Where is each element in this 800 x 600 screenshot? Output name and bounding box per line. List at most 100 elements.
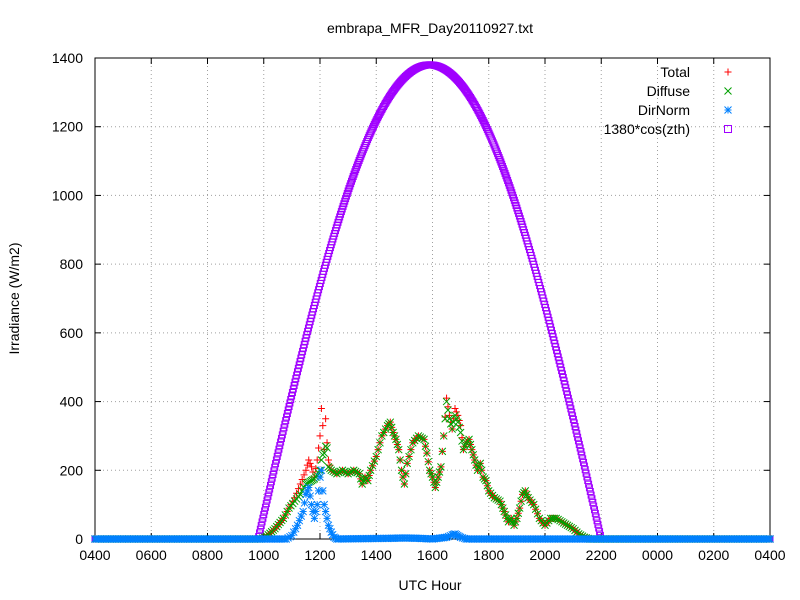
data-point (302, 490, 310, 499)
data-point (567, 523, 576, 532)
data-point (465, 435, 473, 444)
data-point (318, 487, 327, 495)
y-tick-label: 400 (60, 394, 84, 410)
data-point (496, 156, 504, 164)
data-point (591, 506, 598, 514)
data-point (444, 406, 452, 415)
data-point (588, 495, 596, 503)
data-point (439, 432, 448, 440)
data-point (565, 398, 573, 406)
data-point (469, 450, 478, 459)
data-point (504, 176, 512, 184)
data-point (316, 473, 324, 482)
data-point (458, 534, 467, 542)
series-dirnorm (91, 466, 774, 543)
x-tick-label: 1800 (473, 547, 504, 563)
data-point (434, 473, 442, 482)
data-point (313, 500, 322, 509)
data-point (269, 470, 277, 478)
data-point (257, 522, 265, 530)
data-point (552, 514, 561, 523)
data-point (577, 448, 585, 456)
data-point (766, 535, 774, 543)
data-point (583, 473, 591, 481)
data-point (574, 433, 582, 441)
data-point (392, 435, 400, 444)
data-point (500, 167, 508, 175)
data-point (421, 442, 430, 451)
x-tick-label: 1600 (417, 547, 448, 563)
data-point (423, 449, 431, 457)
x-tick-label: 0800 (192, 547, 223, 563)
data-point (270, 467, 278, 475)
data-point (396, 456, 405, 464)
x-tick-label: 0200 (698, 547, 729, 563)
data-point (272, 460, 280, 468)
data-point (403, 459, 412, 468)
data-point (445, 411, 453, 419)
x-tick-label: 0600 (136, 547, 167, 563)
y-axis-label: Irradiance (W/m2) (6, 242, 22, 354)
data-point (321, 507, 330, 516)
data-point (305, 456, 313, 464)
data-point (574, 437, 582, 445)
data-point (282, 535, 291, 543)
data-point (297, 512, 306, 520)
data-point (261, 507, 269, 515)
data-point (397, 466, 406, 475)
data-point (293, 521, 302, 530)
data-point (572, 426, 580, 434)
data-point (586, 487, 594, 495)
data-point (483, 481, 492, 490)
data-point (529, 500, 538, 509)
data-point (281, 420, 289, 428)
data-point (327, 528, 336, 536)
data-point (582, 469, 590, 477)
data-point (348, 175, 356, 183)
data-point (445, 414, 454, 423)
data-point (263, 496, 271, 504)
data-point (570, 419, 578, 427)
data-point (347, 180, 355, 188)
data-point (319, 422, 327, 430)
data-point (368, 461, 377, 470)
data-point (277, 434, 285, 442)
data-point (394, 445, 403, 454)
data-point (563, 521, 572, 530)
data-point (514, 509, 523, 518)
data-point (284, 406, 292, 414)
data-point (338, 466, 347, 475)
data-point (414, 432, 423, 440)
data-point (298, 475, 306, 483)
data-point (443, 394, 451, 402)
data-point (584, 477, 592, 485)
data-point (311, 507, 320, 516)
data-point (482, 476, 490, 485)
data-point (355, 157, 363, 165)
legend-label: DirNorm (638, 102, 690, 118)
data-point (575, 440, 583, 448)
data-point (580, 462, 588, 470)
data-point (374, 445, 382, 454)
data-point (346, 182, 354, 190)
legend: Total Diffuse DirNorm 1380*cos(zth) (604, 64, 732, 137)
data-point (589, 498, 597, 506)
data-point (306, 459, 314, 467)
data-point (316, 432, 324, 440)
data-point (460, 534, 469, 543)
data-point (325, 524, 334, 533)
data-point (351, 168, 359, 176)
data-point (564, 394, 572, 402)
data-point (596, 528, 604, 536)
data-point (595, 524, 603, 532)
data-point (363, 476, 372, 485)
data-point (320, 500, 329, 509)
y-tick-label: 1400 (52, 50, 83, 66)
data-point (531, 505, 540, 514)
data-point (345, 185, 353, 193)
data-point (258, 518, 266, 526)
data-point (559, 519, 568, 527)
data-point (400, 480, 409, 488)
x-tick-label: 1000 (248, 547, 279, 563)
data-point (284, 534, 292, 542)
